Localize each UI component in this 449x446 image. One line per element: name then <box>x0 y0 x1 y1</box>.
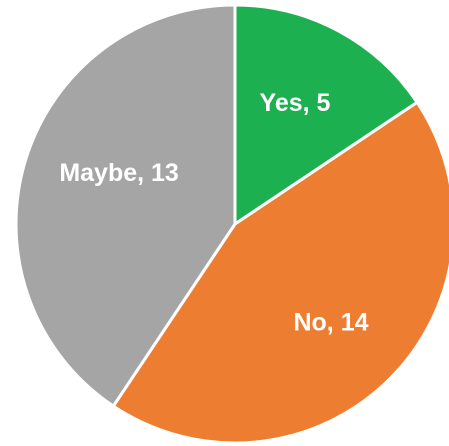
pie-labels: Yes, 5 No, 14 Maybe, 13 <box>59 89 368 337</box>
pie-slice-no <box>111 100 449 445</box>
pie-label-maybe: Maybe, 13 <box>59 159 179 187</box>
pie-slice-yes <box>233 3 419 226</box>
pie-label-no: No, 14 <box>293 309 368 337</box>
pie-label-yes: Yes, 5 <box>260 89 331 117</box>
pie-slice-maybe <box>14 3 237 408</box>
pie-slices <box>14 3 449 445</box>
